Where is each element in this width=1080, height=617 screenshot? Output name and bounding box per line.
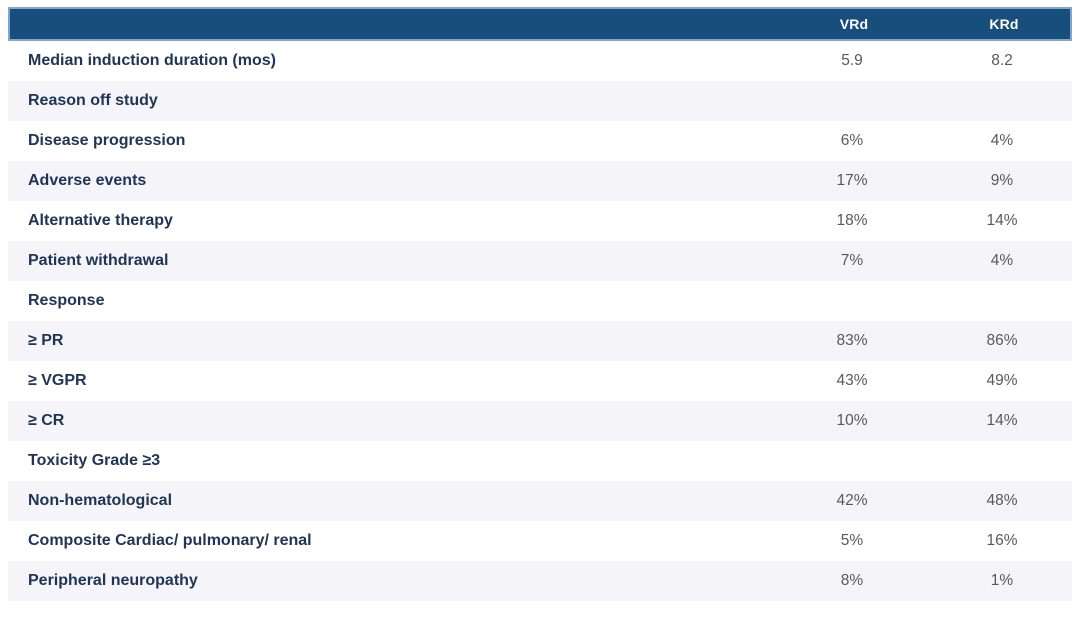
- krd-value: 4%: [990, 252, 1014, 269]
- header-cell-vrd: VRd: [839, 16, 869, 32]
- row-label: Non-hematological: [28, 492, 173, 509]
- krd-value: 8.2: [991, 52, 1013, 69]
- krd-value: [932, 441, 1072, 481]
- krd-value: 16%: [986, 532, 1018, 549]
- krd-value: 49%: [986, 372, 1018, 389]
- vrd-value: 42%: [836, 492, 868, 509]
- table-row: Peripheral neuropathy 8% 1%: [8, 561, 1072, 601]
- vrd-value: 5.9: [841, 52, 863, 69]
- table-row: Non-hematological 42% 48%: [8, 481, 1072, 521]
- krd-value: 4%: [990, 132, 1014, 149]
- krd-value: [932, 281, 1072, 321]
- table-header-row: VRd KRd: [8, 7, 1072, 41]
- table-body: Median induction duration (mos) 5.9 8.2 Rea…: [8, 41, 1072, 601]
- table-row: ≥ VGPR 43% 49%: [8, 361, 1072, 401]
- vrd-value: 10%: [836, 412, 868, 429]
- krd-value: [932, 81, 1072, 121]
- table-row: Patient withdrawal 7% 4%: [8, 241, 1072, 281]
- vrd-value: 7%: [840, 252, 864, 269]
- header-cell-krd: KRd: [989, 16, 1019, 32]
- row-label: Response: [28, 292, 105, 309]
- table-row: Response: [8, 281, 1072, 321]
- krd-value: 14%: [986, 212, 1018, 229]
- krd-value: 9%: [990, 172, 1014, 189]
- table-row: ≥ PR 83% 86%: [8, 321, 1072, 361]
- krd-value: 86%: [986, 332, 1018, 349]
- krd-value: 1%: [990, 572, 1014, 589]
- vrd-value: [772, 81, 932, 121]
- vrd-value: 83%: [836, 332, 868, 349]
- vrd-value: 43%: [836, 372, 868, 389]
- header-cell-empty: [10, 9, 774, 39]
- table-row: ≥ CR 10% 14%: [8, 401, 1072, 441]
- row-label: Median induction duration (mos): [28, 52, 276, 69]
- row-label: ≥ CR: [28, 412, 65, 429]
- table-row: Adverse events 17% 9%: [8, 161, 1072, 201]
- row-label: Toxicity Grade ≥3: [28, 452, 161, 469]
- vrd-value: 6%: [840, 132, 864, 149]
- table-row: Disease progression 6% 4%: [8, 121, 1072, 161]
- vrd-value: [772, 441, 932, 481]
- krd-value: 14%: [986, 412, 1018, 429]
- table-row: Median induction duration (mos) 5.9 8.2: [8, 41, 1072, 81]
- row-label: Composite Cardiac/ pulmonary/ renal: [28, 532, 312, 549]
- vrd-value: 5%: [840, 532, 864, 549]
- row-label: Reason off study: [28, 92, 158, 109]
- krd-value: 48%: [986, 492, 1018, 509]
- row-label: Peripheral neuropathy: [28, 572, 198, 589]
- table-row: Alternative therapy 18% 14%: [8, 201, 1072, 241]
- vrd-value: 17%: [836, 172, 868, 189]
- vrd-value: [772, 281, 932, 321]
- vrd-krd-comparison-table: VRd KRd Median induction duration (mos) 5…: [8, 7, 1072, 601]
- vrd-value: 8%: [840, 572, 864, 589]
- table-row: Toxicity Grade ≥3: [8, 441, 1072, 481]
- row-label: ≥ PR: [28, 332, 64, 349]
- row-label: Disease progression: [28, 132, 186, 149]
- table-row: Composite Cardiac/ pulmonary/ renal 5% 16%: [8, 521, 1072, 561]
- row-label: ≥ VGPR: [28, 372, 87, 389]
- vrd-value: 18%: [836, 212, 868, 229]
- row-label: Adverse events: [28, 172, 147, 189]
- row-label: Patient withdrawal: [28, 252, 169, 269]
- table-row: Reason off study: [8, 81, 1072, 121]
- row-label: Alternative therapy: [28, 212, 173, 229]
